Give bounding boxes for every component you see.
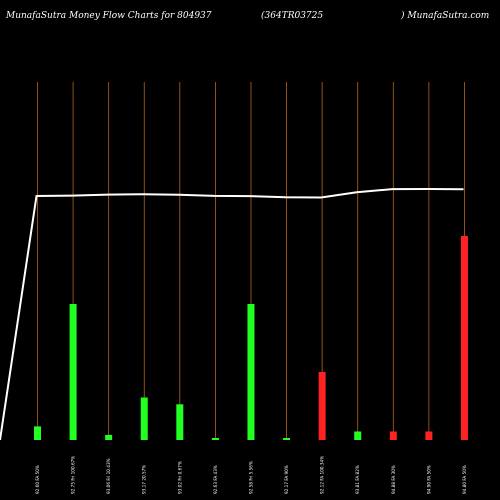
money-flow-bar [105,434,113,440]
x-tick-label: 92.58 Fri 5.56% [248,461,253,494]
x-tick-label: 92.17 FA 90% [284,465,289,494]
money-flow-bar [69,304,77,440]
money-flow-bar [318,372,326,440]
x-tick-label: 92.63 FA 43% [213,465,218,494]
x-tick-label: 94.88 FA 30% [391,465,396,494]
x-tick-label: 92.60 FA 50% [35,465,40,494]
money-flow-bar [211,438,219,440]
x-tick-label: 93.17 20.57% [142,465,147,494]
money-flow-bar [389,431,397,440]
x-tick-label: 92.75 Fri 100.67% [71,456,76,494]
x-tick-label: 93.06 Fri 10.43% [106,458,111,494]
x-tick-label: 92.12 FA 100.34% [320,456,325,494]
money-flow-bar [140,397,148,440]
money-flow-bar [425,431,433,440]
money-flow-bar [283,438,291,440]
money-flow-bar [176,404,184,440]
site-name: ) MunafaSutra.com [401,11,490,21]
chart-title: MunafaSutra Money Flow Charts for 804937 [6,11,212,21]
chart-symbol: (364TR03725 [261,11,324,21]
x-tick-label: 93.02 Fri 0.67% [177,461,182,494]
price-line [0,187,464,441]
bars [34,236,468,440]
x-tick-label: 94.80 FA 50% [462,465,467,494]
money-flow-bar [354,431,362,440]
money-flow-bar [34,426,41,440]
x-tick-label: 93.81 FA 82% [355,465,360,494]
x-tick-label: 94.90 FA 50% [426,465,431,494]
money-flow-bar [247,304,255,440]
x-tick-labels: 92.60 FA 50% 92.75 Fri 100.67% 93.06 Fri 1… [35,456,467,494]
money-flow-bar [460,236,468,440]
